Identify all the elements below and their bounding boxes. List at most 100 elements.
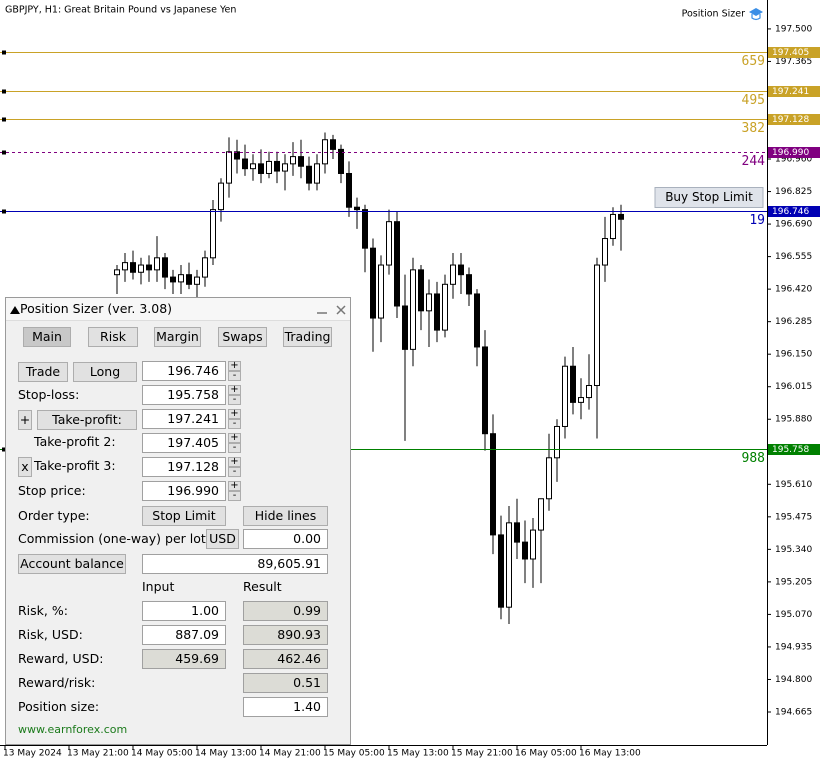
website-link[interactable]: www.earnforex.com [18,723,128,736]
y-tick-label: 194.800 [775,675,812,685]
y-tick-label: 195.070 [775,610,812,620]
order-button-label: Buy Stop Limit [665,190,753,204]
candle-body [546,457,552,500]
candle-body [338,148,344,174]
hide-lines-button[interactable]: Hide lines [243,506,328,526]
row-input[interactable]: 1.00 [142,601,226,621]
candle-body [194,276,200,285]
trade-button[interactable]: Trade [18,362,68,382]
spin-up[interactable]: + [228,409,241,419]
row-result: 890.93 [243,625,328,645]
x-tick-label: 16 May 13:00 [579,749,641,759]
candle-body [290,156,296,165]
tab[interactable]: Margin [154,327,201,347]
level-price-label: 196.990 [772,148,809,158]
level-anchor [2,447,6,452]
take-profit-button[interactable]: Take-profit: [37,410,137,430]
level-price-box [768,47,820,58]
stop-loss-input[interactable]: 195.758 [142,385,226,405]
take-profit-input[interactable]: 197.241 [142,409,226,429]
direction-button[interactable]: Long [73,362,137,382]
commission-label: Commission (one-way) per lot: [18,531,210,546]
x-tick-label: 16 May 05:00 [515,749,577,759]
row-result: 0.99 [243,601,328,621]
spin-down[interactable]: - [228,491,241,501]
y-tick-label: 195.880 [775,415,812,425]
x-tick-label: 15 May 21:00 [451,749,513,759]
candle-body [242,158,248,170]
candle-body [210,209,216,259]
entry-input[interactable]: 196.746 [142,361,226,381]
stop-price-input[interactable]: 196.990 [142,481,226,501]
tab[interactable]: Swaps [218,327,267,347]
candle-body [170,276,176,283]
commission-input[interactable]: 0.00 [243,529,328,549]
take-profit-2-input[interactable]: 197.405 [142,433,226,453]
y-tick-label: 196.555 [775,252,812,262]
candle-body [306,165,312,184]
spin-down[interactable]: - [228,443,241,453]
level-anchor [2,117,6,122]
spin-up[interactable]: + [228,433,241,443]
remove-tp-button[interactable]: x [18,457,32,477]
order-type-button[interactable]: Stop Limit [142,506,226,526]
level-price-label: 195.758 [772,445,809,455]
collapse-icon[interactable] [10,305,20,315]
candle-body [514,522,520,543]
minimize-button[interactable] [316,304,328,316]
candle-body [418,269,424,312]
spin-up[interactable]: + [228,385,241,395]
close-button[interactable] [335,304,347,316]
candle-body [450,264,456,285]
x-tick-label: 15 May 13:00 [387,749,449,759]
level-points-label: 19 [749,213,765,228]
spin-down[interactable]: - [228,467,241,477]
row-result: 462.46 [243,649,328,669]
order-button[interactable] [654,187,764,208]
level-price-label: 197.128 [772,115,809,125]
account-balance-button[interactable]: Account balance [18,554,126,574]
spin-down[interactable]: - [228,419,241,429]
candle-body [330,139,336,150]
row-label: Risk, USD: [18,627,83,642]
candle-body [282,163,288,172]
row-label: Position size: [18,699,100,714]
candle-body [298,156,304,167]
chart-title: GBPJPY, H1: Great Britain Pound vs Japan… [5,5,236,16]
candle-body [402,305,408,350]
candle-body [346,172,352,208]
panel-title: Position Sizer (ver. 3.08) [20,301,173,316]
level-points-label: 495 [742,93,765,108]
candle-body [562,365,568,427]
tab[interactable]: Trading [283,327,332,347]
candle-body [594,264,600,387]
row-input[interactable]: 887.09 [142,625,226,645]
tab[interactable]: Main [23,327,71,347]
y-tick-label: 196.960 [775,155,812,165]
y-tick-label: 194.935 [775,642,812,652]
spin-up[interactable]: + [228,361,241,371]
y-tick-label: 196.825 [775,187,812,197]
candle-body [322,139,328,165]
level-price-label: 197.405 [772,48,809,58]
candle-body [610,213,616,240]
account-balance-input[interactable]: 89,605.91 [142,554,328,574]
add-tp-button[interactable]: + [18,410,32,430]
spin-up[interactable]: + [228,481,241,491]
spin-up[interactable]: + [228,457,241,467]
spin-down[interactable]: - [228,371,241,381]
tab[interactable]: Risk [88,327,138,347]
position-sizer-panel: Position Sizer (ver. 3.08) Trade Long 19… [5,297,351,745]
candle-body [130,262,136,273]
candle-body [434,293,440,331]
commission-currency-button[interactable]: USD [206,529,239,549]
candle-body [474,293,480,348]
candle-body [202,257,208,278]
candle-body [354,206,360,211]
take-profit-3-input[interactable]: 197.128 [142,457,226,477]
spin-down[interactable]: - [228,395,241,405]
candle-body [570,365,576,403]
candle-body [362,209,368,249]
row-result[interactable]: 1.40 [243,697,328,717]
